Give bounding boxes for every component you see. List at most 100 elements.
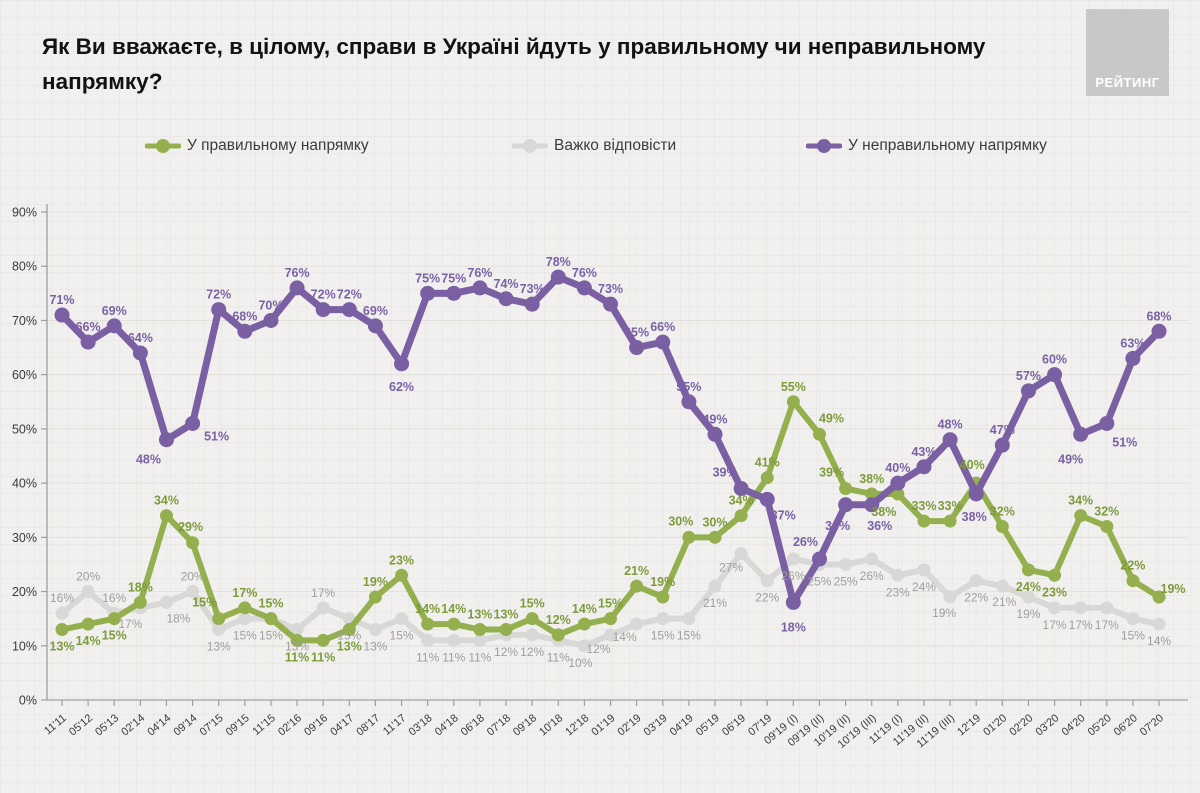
legend-item-hard-to-say: Важко відповісти	[512, 137, 676, 155]
legend-marker-icon	[806, 139, 842, 153]
legend-item-right-direction: У правильному напрямку	[145, 137, 369, 155]
value-label: 70%	[258, 298, 283, 312]
value-label: 71%	[49, 293, 74, 307]
x-tick-label: 06'19	[720, 712, 748, 738]
value-label: 15%	[651, 629, 675, 643]
data-point	[995, 579, 1009, 593]
value-label: 13%	[467, 608, 492, 622]
x-tick-label: 04'14	[145, 712, 173, 738]
data-point	[81, 585, 95, 599]
value-label: 12%	[494, 645, 518, 659]
value-label: 20%	[181, 570, 205, 584]
data-point	[316, 633, 330, 647]
data-point	[891, 487, 905, 501]
data-point	[238, 601, 252, 615]
value-label: 11%	[285, 650, 309, 664]
x-tick-label: 03'19	[642, 712, 670, 738]
value-label: 76%	[285, 266, 310, 280]
value-label: 17%	[232, 586, 257, 600]
data-point	[341, 302, 357, 318]
value-label: 49%	[702, 412, 727, 426]
value-label: 17%	[1043, 618, 1067, 632]
data-point	[656, 612, 670, 626]
data-point	[655, 334, 671, 350]
data-point	[760, 471, 774, 485]
value-label: 30%	[702, 515, 727, 529]
data-point	[316, 601, 330, 615]
x-tick-label: 01'19	[589, 712, 617, 738]
value-label: 22%	[964, 591, 988, 605]
x-tick-label: 01'20	[981, 712, 1009, 738]
data-point	[1126, 574, 1140, 588]
data-point	[447, 633, 461, 647]
data-point	[342, 623, 356, 637]
value-label: 33%	[938, 499, 963, 513]
value-label: 36%	[867, 519, 892, 533]
value-label: 19%	[1016, 607, 1040, 621]
data-point	[576, 280, 592, 296]
data-point	[133, 595, 147, 609]
data-point	[1152, 590, 1166, 604]
data-point	[290, 623, 304, 637]
y-tick-label: 30%	[12, 531, 37, 545]
data-point	[603, 296, 619, 312]
x-tick-label: 05'20	[1086, 712, 1114, 738]
data-point	[263, 312, 279, 328]
data-point	[838, 497, 854, 513]
value-label: 21%	[624, 564, 649, 578]
value-label: 14%	[572, 602, 597, 616]
value-label: 66%	[76, 320, 101, 334]
data-point	[473, 633, 487, 647]
value-label: 25%	[807, 574, 831, 588]
value-label: 23%	[389, 553, 414, 567]
value-label: 17%	[311, 586, 335, 600]
data-point	[734, 509, 748, 523]
value-label: 39%	[819, 466, 844, 480]
data-point	[968, 486, 984, 502]
value-label: 23%	[886, 585, 910, 599]
value-label: 17%	[118, 617, 142, 631]
data-point	[681, 394, 697, 410]
value-label: 18%	[166, 611, 190, 625]
x-tick-label: 11'17	[381, 712, 408, 738]
rating-logo: РЕЙТИНГ	[1086, 9, 1169, 96]
data-point	[1047, 367, 1063, 383]
value-label: 15%	[677, 629, 701, 643]
value-label: 14%	[1147, 634, 1171, 648]
value-label: 51%	[1112, 435, 1137, 449]
data-point	[630, 579, 644, 593]
data-point	[421, 617, 435, 631]
data-point	[55, 623, 69, 637]
legend-marker-icon	[145, 139, 181, 153]
data-point	[708, 579, 722, 593]
data-point	[367, 318, 383, 334]
value-label: 14%	[415, 602, 440, 616]
value-label: 38%	[871, 505, 896, 519]
value-label: 36%	[825, 519, 850, 533]
value-label: 16%	[102, 591, 126, 605]
value-label: 12%	[520, 645, 544, 659]
data-point	[943, 590, 957, 604]
labels-wrong-direction: 71%66%69%64%48%51%72%68%70%76%72% 72%69%6…	[49, 255, 1171, 634]
value-label: 14%	[441, 602, 466, 616]
x-tick-label: 05'19	[694, 712, 722, 738]
value-label: 68%	[1147, 309, 1172, 323]
x-tick-label: 03'20	[1033, 712, 1061, 738]
value-label: 11%	[442, 650, 465, 664]
y-tick-label: 40%	[12, 477, 37, 491]
data-point	[1125, 350, 1141, 366]
value-label: 57%	[1016, 369, 1041, 383]
value-label: 64%	[128, 331, 153, 345]
y-tick-label: 80%	[12, 260, 37, 274]
value-label: 39%	[713, 466, 738, 480]
value-label: 16%	[50, 591, 74, 605]
data-point	[629, 340, 645, 356]
x-tick-label: 12'18	[563, 712, 591, 738]
data-point	[630, 617, 644, 631]
value-label: 51%	[204, 429, 229, 443]
value-label: 32%	[1094, 504, 1119, 518]
data-point	[1126, 612, 1140, 626]
value-label: 69%	[363, 304, 388, 318]
value-label: 62%	[389, 380, 414, 394]
